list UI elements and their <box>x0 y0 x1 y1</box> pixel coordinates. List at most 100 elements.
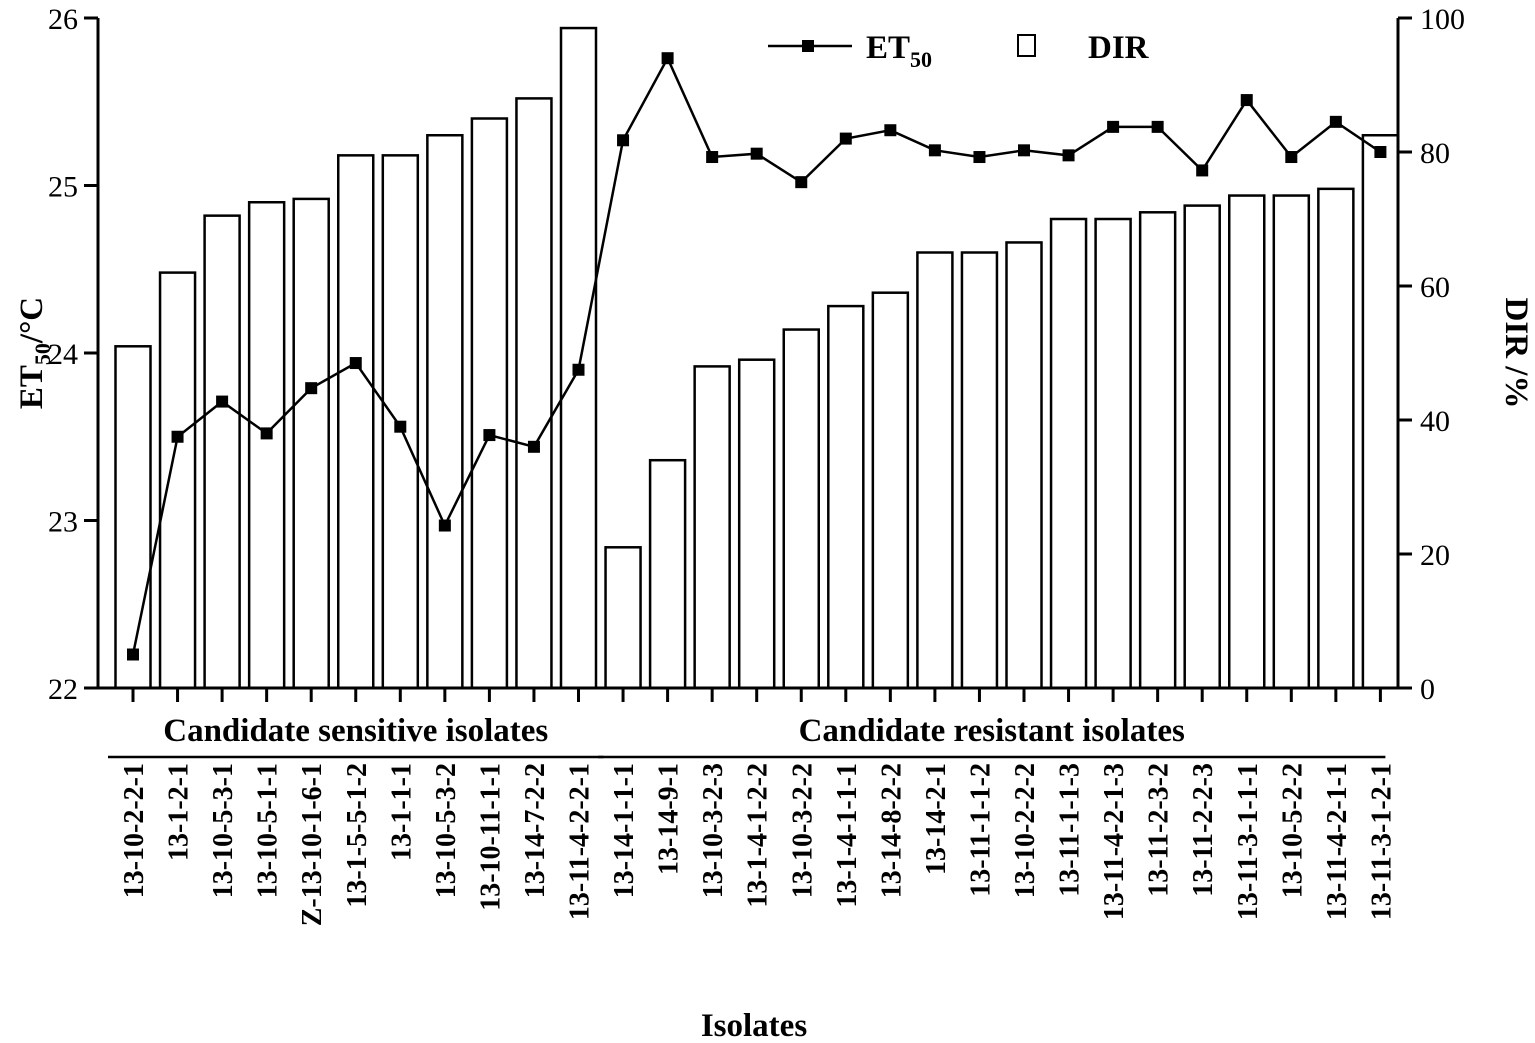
x-category-label: 13-10-5-3-1 <box>208 763 239 898</box>
y-right-tick-label: 0 <box>1420 673 1435 706</box>
et50-point <box>750 147 763 160</box>
x-category-label: 13-11-2-3-2 <box>1144 763 1175 897</box>
legend-dir-marker <box>1017 34 1036 57</box>
et50-point <box>171 430 184 443</box>
x-category-label: 13-11-4-2-1-1 <box>1322 763 1353 920</box>
y-left-tick-label: 25 <box>48 171 78 204</box>
et50-point <box>483 429 496 442</box>
x-category-label: 13-10-5-3-2 <box>431 763 462 898</box>
et50-point <box>216 395 229 408</box>
et50-point <box>260 427 273 440</box>
dir-bars <box>114 26 1400 690</box>
et50-point <box>1240 94 1253 107</box>
x-category-label: 13-1-1-1 <box>386 763 417 861</box>
x-category-label: 13-11-1-1-2 <box>965 763 996 897</box>
x-category-label: 13-11-2-2-3 <box>1188 763 1219 897</box>
dir-bar <box>1228 194 1266 690</box>
et50-point <box>1151 120 1164 133</box>
dir-bar <box>1183 204 1221 690</box>
dir-bar <box>203 214 241 690</box>
y-left-axis-title: ET50/°C <box>14 297 55 409</box>
x-category-label: 13-11-1-1-3 <box>1055 763 1086 897</box>
et50-point <box>394 420 407 433</box>
et50-point <box>1018 144 1030 157</box>
dir-bar <box>827 304 865 690</box>
y-left-tick-label: 22 <box>48 673 78 706</box>
dir-bar <box>114 345 152 690</box>
y-right-tick-label: 20 <box>1420 539 1450 572</box>
x-axis-title: Isolates <box>701 1008 807 1043</box>
y-left-tick-label: 26 <box>48 3 78 36</box>
et50-point <box>1107 120 1120 133</box>
et50-point <box>349 357 362 370</box>
x-category-label: 13-10-2-2-2 <box>1010 763 1041 898</box>
dir-bar <box>737 358 776 690</box>
et50-point <box>1285 151 1298 164</box>
y-right-tick-label: 100 <box>1420 3 1465 36</box>
et50-point <box>305 382 318 395</box>
et50-point <box>884 124 897 137</box>
x-category-label: 13-10-11-1-1 <box>475 763 506 911</box>
et50-point <box>1374 146 1387 158</box>
et50-line-series <box>127 52 1387 661</box>
dir-bar <box>871 291 910 690</box>
x-category-label: 13-11-3-1-2-1 <box>1366 763 1397 920</box>
dir-bar <box>426 134 464 690</box>
legend-et50-label: ET50 <box>866 30 932 72</box>
dir-bar <box>960 251 999 690</box>
y-left-tick-label: 24 <box>48 338 78 371</box>
axes: 22 23 24 25 26 0 20 40 60 80 100 <box>48 3 1465 706</box>
et50-point <box>973 151 986 164</box>
legend-dir-label: DIR <box>1088 30 1150 66</box>
y-right-axis-title: DIR /% <box>1498 298 1534 409</box>
dir-bar <box>1361 134 1400 690</box>
x-category-label: 13-1-4-1-1-1 <box>832 763 863 908</box>
x-category-label: 13-14-2-1 <box>921 763 952 875</box>
dir-bar <box>515 97 553 690</box>
dir-bar <box>1049 217 1088 690</box>
et50-point <box>438 519 451 532</box>
x-category-label: 13-11-4-2-2-1 <box>565 763 596 920</box>
dir-bar <box>470 117 509 690</box>
x-category-label: 13-1-4-1-2-2 <box>743 763 774 908</box>
x-category-label: 13-10-3-2-2 <box>787 763 818 898</box>
dir-bar <box>648 458 687 690</box>
group-label: Candidate resistant isolates <box>799 713 1185 749</box>
legend: ET50 DIR <box>768 30 1150 72</box>
dir-bar <box>292 197 330 690</box>
x-category-label: 13-10-5-1-1 <box>253 763 284 898</box>
et50-point <box>839 132 852 145</box>
dir-bar <box>1317 187 1355 690</box>
y-left-tick-label: 23 <box>48 506 78 539</box>
x-category-label: 13-10-5-2-2 <box>1277 763 1308 898</box>
et50-point <box>928 144 941 157</box>
et50-point <box>617 134 630 147</box>
y-right-tick-label: 80 <box>1420 137 1450 170</box>
x-category-label: 13-14-9-1 <box>654 763 685 875</box>
x-category-label: 13-11-4-2-1-3 <box>1099 763 1130 920</box>
et50-point <box>127 648 139 661</box>
legend-et50-marker <box>802 40 814 52</box>
dir-bar <box>559 26 598 690</box>
et50-point <box>527 440 540 453</box>
dir-bar <box>247 201 286 690</box>
dir-bar <box>693 365 731 690</box>
x-category-label: 13-10-3-2-3 <box>698 763 729 898</box>
x-category-label: 13-14-1-1-1 <box>609 763 640 898</box>
dir-bar <box>1272 194 1311 690</box>
dir-bar <box>916 251 954 690</box>
et50-point <box>795 176 808 189</box>
dir-bar <box>782 328 820 690</box>
y-right-tick-label: 60 <box>1420 271 1450 304</box>
dir-bar <box>604 546 642 690</box>
dir-bar <box>1138 211 1177 690</box>
x-category-labels: 13-10-2-2-1 13-1-2-1 13-10-5-3-1 13-10-5-1-… <box>119 763 1397 926</box>
group-label: Candidate sensitive isolates <box>163 713 548 749</box>
x-category-label: 13-11-3-1-1-1 <box>1233 763 1264 920</box>
x-category-label: 13-10-2-2-1 <box>119 763 150 898</box>
dir-bar <box>158 271 197 690</box>
dir-bar <box>1005 241 1043 690</box>
x-category-label: Z-13-10-1-6-1 <box>297 763 328 926</box>
